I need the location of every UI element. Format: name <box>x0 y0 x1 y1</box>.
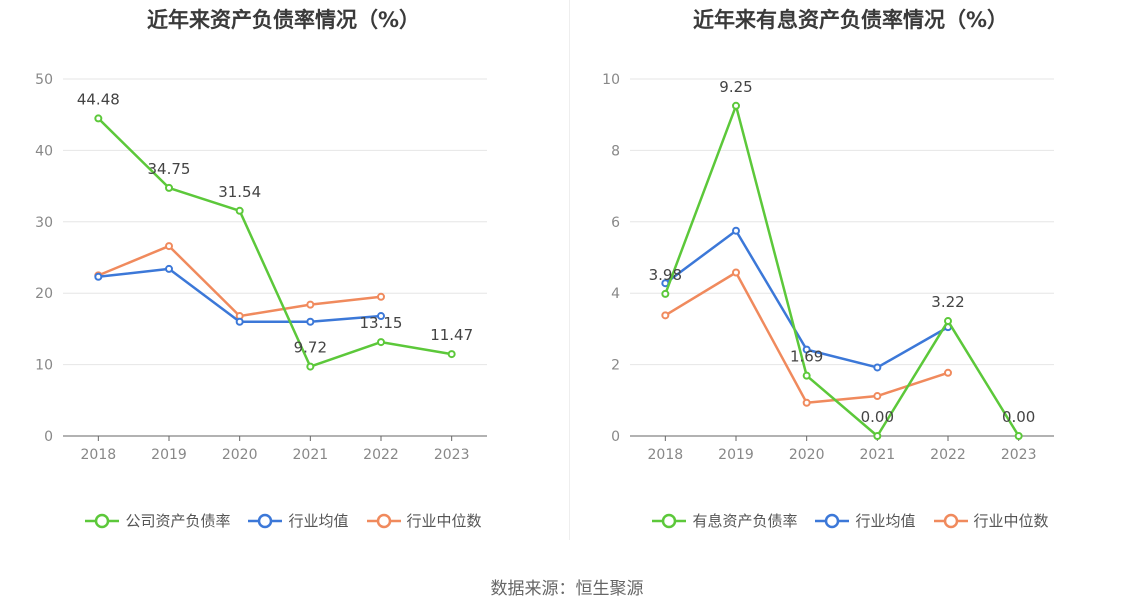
y-tick-label: 30 <box>35 215 53 231</box>
x-tick-label: 2022 <box>363 447 399 463</box>
data-point <box>802 398 811 407</box>
legend-item[interactable]: 行业均值 <box>815 510 916 531</box>
data-point <box>447 350 456 359</box>
data-point <box>377 338 385 347</box>
data-point <box>235 317 244 326</box>
data-point <box>873 392 882 401</box>
legend-item[interactable]: 行业中位数 <box>933 510 1049 531</box>
chart-legend: 公司资产负债率 行业均值 行业中位数 <box>0 510 567 531</box>
legend-marker-icon <box>815 513 850 528</box>
y-tick-label: 0 <box>44 429 53 445</box>
legend-label: 行业均值 <box>855 512 916 530</box>
data-label: 44.48 <box>77 90 120 108</box>
y-tick-label: 8 <box>611 143 620 159</box>
y-tick-label: 10 <box>602 72 620 88</box>
data-point <box>944 368 952 377</box>
data-point <box>732 226 740 235</box>
legend-marker-icon <box>366 513 401 528</box>
data-point <box>732 268 740 277</box>
data-label: 0.00 <box>1002 408 1035 426</box>
data-point <box>944 317 952 326</box>
legend-label: 行业中位数 <box>973 512 1049 530</box>
legend-label: 行业均值 <box>288 512 349 530</box>
data-point <box>802 345 811 354</box>
legend-marker-icon <box>652 513 687 528</box>
panel-divider <box>569 0 570 540</box>
y-tick-label: 20 <box>35 286 53 302</box>
y-tick-label: 4 <box>611 286 620 302</box>
data-source: 数据来源：恒生聚源 <box>490 579 644 599</box>
x-tick-label: 2019 <box>151 447 187 463</box>
data-point <box>1014 432 1023 440</box>
data-point <box>732 101 740 110</box>
legend-label: 行业中位数 <box>406 512 482 530</box>
x-tick-label: 2018 <box>81 447 117 463</box>
series-line <box>664 271 949 405</box>
data-label: 1.69 <box>790 348 823 366</box>
x-tick-label: 2018 <box>648 447 684 463</box>
x-tick-label: 2020 <box>789 447 825 463</box>
data-point <box>661 289 670 298</box>
y-tick-label: 2 <box>611 358 620 374</box>
y-tick-label: 6 <box>611 215 620 231</box>
data-point <box>873 432 882 440</box>
data-point <box>165 264 173 273</box>
legend-label: 公司资产负债率 <box>125 512 231 530</box>
line-chart: 0 2 4 6 8 10 2018 2019 2020 2021 2022 2023 3.98 9.25 1… <box>602 72 1054 463</box>
data-point <box>306 317 315 326</box>
series-line <box>97 244 382 318</box>
chart-title: 近年来资产负债率情况（%） <box>146 8 421 32</box>
data-label: 31.54 <box>218 183 261 201</box>
data-point <box>377 312 385 321</box>
data-point <box>306 300 315 309</box>
legend-label: 有息资产负债率 <box>692 512 798 530</box>
x-tick-label: 2020 <box>222 447 258 463</box>
data-label: 11.47 <box>430 326 473 344</box>
data-point <box>873 363 882 372</box>
data-label: 9.72 <box>294 339 327 357</box>
data-label: 13.15 <box>360 314 403 332</box>
chart-legend: 有息资产负债率 行业均值 行业中位数 <box>567 510 1134 531</box>
y-tick-label: 0 <box>611 429 620 445</box>
line-chart: 0 10 20 30 40 50 2018 2019 2020 2021 2022 2023 44.48… <box>35 72 487 463</box>
data-point <box>377 292 385 301</box>
legend-item[interactable]: 行业均值 <box>248 510 349 531</box>
x-tick-label: 2023 <box>434 447 470 463</box>
data-point <box>94 272 103 281</box>
data-label: 34.75 <box>148 160 191 178</box>
legend-marker-icon <box>933 513 968 528</box>
legend-marker-icon <box>248 513 283 528</box>
x-tick-label: 2022 <box>930 447 966 463</box>
data-point <box>661 311 670 320</box>
data-point <box>802 371 811 380</box>
data-point <box>165 183 173 192</box>
x-tick-label: 2019 <box>718 447 754 463</box>
chart-title: 近年来有息资产负债率情况（%） <box>692 8 1009 32</box>
y-tick-label: 10 <box>35 358 53 374</box>
y-tick-label: 50 <box>35 72 53 88</box>
legend-item[interactable]: 公司资产负债率 <box>85 510 230 531</box>
legend-item[interactable]: 行业中位数 <box>366 510 482 531</box>
data-label: 3.22 <box>931 293 964 311</box>
data-point <box>94 114 103 123</box>
x-tick-label: 2021 <box>860 447 896 463</box>
data-label: 9.25 <box>719 78 752 96</box>
chart-panel-right: 近年来有息资产负债率情况（%） 0 2 4 6 8 10 2018 2019 2020 2021 2… <box>567 0 1134 560</box>
x-tick-label: 2023 <box>1001 447 1037 463</box>
y-tick-label: 40 <box>35 143 53 159</box>
data-point <box>306 362 315 371</box>
data-point <box>165 242 173 251</box>
legend-marker-icon <box>85 513 120 528</box>
chart-panel-left: 近年来资产负债率情况（%） 0 10 20 30 40 50 2018 2019 2020 202… <box>0 0 567 560</box>
legend-item[interactable]: 有息资产负债率 <box>652 510 797 531</box>
data-point <box>235 206 244 215</box>
x-tick-label: 2021 <box>293 447 329 463</box>
series-line <box>664 104 1020 438</box>
series-line <box>97 117 452 368</box>
data-label: 3.98 <box>649 266 682 284</box>
data-label: 0.00 <box>861 408 894 426</box>
